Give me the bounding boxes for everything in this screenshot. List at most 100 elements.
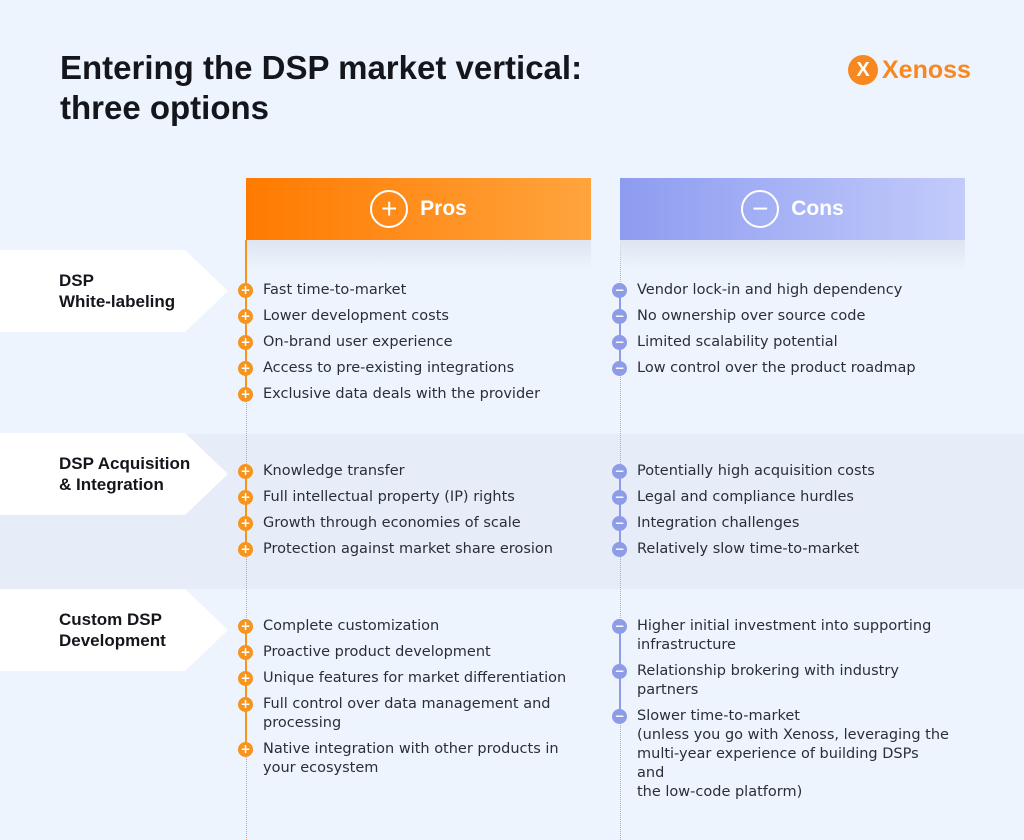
- cons-list: − Potentially high acquisition costs − Lega…: [612, 462, 950, 559]
- pros-list: + Complete customization + Proactive produc…: [238, 617, 586, 778]
- logo-text: Xenoss: [882, 55, 971, 84]
- pros-item-text: Full control over data management and pr…: [263, 696, 551, 731]
- cons-item: − Legal and compliance hurdles: [612, 488, 950, 507]
- plus-bullet-icon: +: [238, 387, 253, 402]
- minus-bullet-icon: −: [612, 709, 627, 724]
- logo-mark-icon: X: [848, 55, 878, 85]
- plus-bullet-icon: +: [238, 309, 253, 324]
- pros-item-text: Full intellectual property (IP) rights: [263, 489, 515, 505]
- plus-bullet-icon: +: [238, 645, 253, 660]
- cons-item: − Potentially high acquisition costs: [612, 462, 950, 481]
- option-label: Custom DSP Development: [59, 610, 166, 650]
- plus-bullet-icon: +: [238, 671, 253, 686]
- pros-item-text: Complete customization: [263, 618, 440, 634]
- pros-item: + Full control over data management and p…: [238, 695, 586, 733]
- cons-item: − Higher initial investment into supporti…: [612, 617, 950, 655]
- minus-bullet-icon: −: [612, 335, 627, 350]
- option-label: DSP White-labeling: [59, 271, 176, 311]
- pros-item-text: Lower development costs: [263, 308, 449, 324]
- pros-item: + Full intellectual property (IP) rights: [238, 488, 586, 507]
- pros-timeline-solid: [245, 471, 247, 549]
- plus-bullet-icon: +: [238, 464, 253, 479]
- cons-item: − Limited scalability potential: [612, 333, 950, 352]
- plus-bullet-icon: +: [238, 697, 253, 712]
- pros-item-text: Exclusive data deals with the provider: [263, 386, 541, 402]
- cons-timeline-solid: [619, 471, 621, 549]
- plus-bullet-icon: +: [238, 361, 253, 376]
- cons-item-text: Low control over the product roadmap: [637, 360, 916, 376]
- pros-item: + Growth through economies of scale: [238, 514, 586, 533]
- cons-list: − Higher initial investment into supporti…: [612, 617, 950, 802]
- cons-item-text: Slower time-to-market (unless you go wit…: [637, 708, 949, 800]
- cons-item: − Relationship brokering with industry pa…: [612, 662, 950, 700]
- minus-circle-icon: −: [741, 190, 780, 228]
- xenoss-logo: X Xenoss: [848, 55, 971, 85]
- page-title: Entering the DSP market vertical: three …: [60, 49, 583, 126]
- cons-item: − Slower time-to-market (unless you go wi…: [612, 707, 950, 802]
- minus-bullet-icon: −: [612, 361, 627, 376]
- pros-item: + Protection against market share erosion: [238, 540, 586, 559]
- plus-bullet-icon: +: [238, 619, 253, 634]
- cons-header-shadow: [620, 240, 965, 270]
- option-label: DSP Acquisition & Integration: [59, 454, 191, 494]
- cons-item-text: No ownership over source code: [637, 308, 866, 324]
- pros-header-label: Pros: [420, 197, 467, 220]
- pros-item-text: Unique features for market differentiati…: [263, 670, 567, 686]
- pros-item: + Access to pre-existing integrations: [238, 359, 586, 378]
- plus-bullet-icon: +: [238, 742, 253, 757]
- pros-item: + Lower development costs: [238, 307, 586, 326]
- pros-item-text: On-brand user experience: [263, 334, 453, 350]
- option-arrow: Custom DSP Development: [0, 589, 228, 671]
- pros-item-text: Knowledge transfer: [263, 463, 405, 479]
- pros-item-text: Growth through economies of scale: [263, 515, 521, 531]
- plus-bullet-icon: +: [238, 516, 253, 531]
- cons-item: − Low control over the product roadmap: [612, 359, 950, 378]
- minus-bullet-icon: −: [612, 664, 627, 679]
- minus-bullet-icon: −: [612, 619, 627, 634]
- plus-bullet-icon: +: [238, 490, 253, 505]
- pros-header-shadow: [246, 240, 591, 270]
- cons-item-text: Relationship brokering with industry par…: [637, 663, 899, 698]
- cons-header: − Cons: [620, 178, 965, 240]
- cons-list: − Vendor lock-in and high dependency − No o…: [612, 281, 950, 378]
- minus-bullet-icon: −: [612, 283, 627, 298]
- minus-bullet-icon: −: [612, 464, 627, 479]
- cons-item: − Integration challenges: [612, 514, 950, 533]
- cons-item-text: Higher initial investment into supportin…: [637, 618, 932, 653]
- minus-bullet-icon: −: [612, 309, 627, 324]
- pros-item: + On-brand user experience: [238, 333, 586, 352]
- cons-timeline-solid: [619, 290, 621, 368]
- pros-item: + Complete customization: [238, 617, 586, 636]
- cons-item-text: Relatively slow time-to-market: [637, 541, 860, 557]
- plus-bullet-icon: +: [238, 283, 253, 298]
- pros-item: + Fast time-to-market: [238, 281, 586, 300]
- cons-item-text: Limited scalability potential: [637, 334, 838, 350]
- cons-item-text: Integration challenges: [637, 515, 800, 531]
- minus-bullet-icon: −: [612, 542, 627, 557]
- pros-item: + Unique features for market differentiat…: [238, 669, 586, 688]
- pros-list: + Knowledge transfer + Full intellectual pr…: [238, 462, 586, 559]
- pros-item-text: Fast time-to-market: [263, 282, 407, 298]
- cons-header-label: Cons: [791, 197, 844, 220]
- pros-item: + Proactive product development: [238, 643, 586, 662]
- cons-item: − Vendor lock-in and high dependency: [612, 281, 950, 300]
- minus-bullet-icon: −: [612, 490, 627, 505]
- cons-item-text: Potentially high acquisition costs: [637, 463, 875, 479]
- pros-item-text: Access to pre-existing integrations: [263, 360, 515, 376]
- option-arrow: DSP White-labeling: [0, 250, 228, 332]
- pros-timeline-solid: [245, 626, 247, 749]
- plus-circle-icon: +: [370, 190, 409, 228]
- pros-item: + Native integration with other products …: [238, 740, 586, 778]
- pros-item-text: Protection against market share erosion: [263, 541, 553, 557]
- cons-item: − No ownership over source code: [612, 307, 950, 326]
- pros-list: + Fast time-to-market + Lower development c…: [238, 281, 586, 404]
- cons-item-text: Legal and compliance hurdles: [637, 489, 854, 505]
- plus-bullet-icon: +: [238, 335, 253, 350]
- pros-item: + Exclusive data deals with the provider: [238, 385, 586, 404]
- pros-item-text: Proactive product development: [263, 644, 491, 660]
- pros-header: + Pros: [246, 178, 591, 240]
- pros-item: + Knowledge transfer: [238, 462, 586, 481]
- cons-item-text: Vendor lock-in and high dependency: [637, 282, 903, 298]
- option-arrow: DSP Acquisition & Integration: [0, 433, 228, 515]
- minus-bullet-icon: −: [612, 516, 627, 531]
